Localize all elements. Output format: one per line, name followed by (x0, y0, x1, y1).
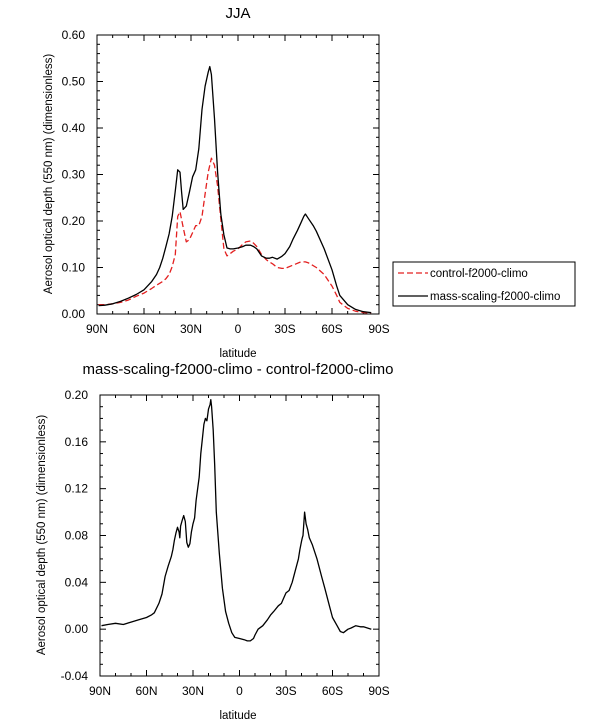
top-chart-title: JJA (225, 5, 250, 22)
bottom-y-tick-label: -0.04 (61, 669, 89, 683)
bottom-y-tick-label: 0.08 (65, 529, 89, 543)
top-x-tick-label: 90N (86, 322, 108, 336)
bottom-x-tick-label: 90S (368, 684, 389, 698)
bottom-y-tick-label: 0.12 (65, 482, 89, 496)
bottom-x-axis-label: latitude (219, 710, 256, 722)
top-x-tick-label: 60N (133, 322, 155, 336)
bottom-x-tick-label: 0 (236, 684, 243, 698)
bottom-x-tick-label: 30S (275, 684, 296, 698)
bottom-series-group (102, 400, 372, 641)
top-x-axis-label: latitude (219, 348, 256, 360)
bottom-x-tick-label: 90N (89, 684, 111, 698)
bottom-series-line-difference (102, 400, 372, 641)
top-y-axis-label: Aerosol optical depth (550 nm) (dimensio… (43, 54, 55, 295)
bottom-axis-ticks: 90N 60N 30N 0 30S 60S 90S -0.04 0.00 0.04 0.08 0.12… (61, 388, 390, 698)
top-y-tick-label: 0.60 (62, 28, 86, 42)
bottom-y-axis-label: Aerosol optical depth (550 nm) (dimensio… (36, 415, 48, 656)
bottom-plot-frame (100, 395, 379, 676)
bottom-panel: mass-scaling-f2000-climo - control-f2000… (36, 361, 393, 722)
top-x-tick-label: 30S (274, 322, 295, 336)
top-x-tick-label: 90S (368, 322, 389, 336)
top-series-group (99, 67, 372, 314)
chart-canvas: JJA Aerosol optical depth (550 nm) (dime… (0, 0, 612, 723)
legend: control-f2000-climo mass-scaling-f2000-c… (393, 262, 575, 306)
bottom-x-tick-label: 60S (322, 684, 343, 698)
top-y-tick-label: 0.20 (62, 214, 86, 228)
bottom-y-tick-label: 0.20 (65, 388, 89, 402)
top-x-tick-label: 60S (321, 322, 342, 336)
top-y-tick-label: 0.30 (62, 168, 86, 182)
bottom-y-tick-label: 0.00 (65, 622, 89, 636)
top-y-tick-label: 0.10 (62, 261, 86, 275)
top-plot-frame (97, 35, 379, 314)
top-panel: JJA Aerosol optical depth (550 nm) (dime… (43, 5, 390, 360)
bottom-chart-title: mass-scaling-f2000-climo - control-f2000… (83, 361, 394, 378)
legend-label-control: control-f2000-climo (430, 268, 528, 280)
bottom-x-tick-label: 60N (135, 684, 157, 698)
top-x-tick-label: 0 (235, 322, 242, 336)
bottom-y-tick-label: 0.16 (65, 435, 89, 449)
legend-label-mass-scaling: mass-scaling-f2000-climo (430, 291, 560, 303)
bottom-y-tick-label: 0.04 (65, 575, 89, 589)
bottom-x-tick-label: 30N (182, 684, 204, 698)
top-series-line-control-f2000-climo (99, 158, 372, 313)
top-y-tick-label: 0.40 (62, 121, 86, 135)
top-axis-ticks: 90N 60N 30N 0 30S 60S 90S 0.00 0.10 0.20 0.30 0.40 0… (62, 28, 390, 336)
top-y-tick-label: 0.50 (62, 75, 86, 89)
top-series-line-mass-scaling-f2000-climo (99, 67, 372, 313)
top-x-tick-label: 30N (180, 322, 202, 336)
top-y-tick-label: 0.00 (62, 307, 86, 321)
